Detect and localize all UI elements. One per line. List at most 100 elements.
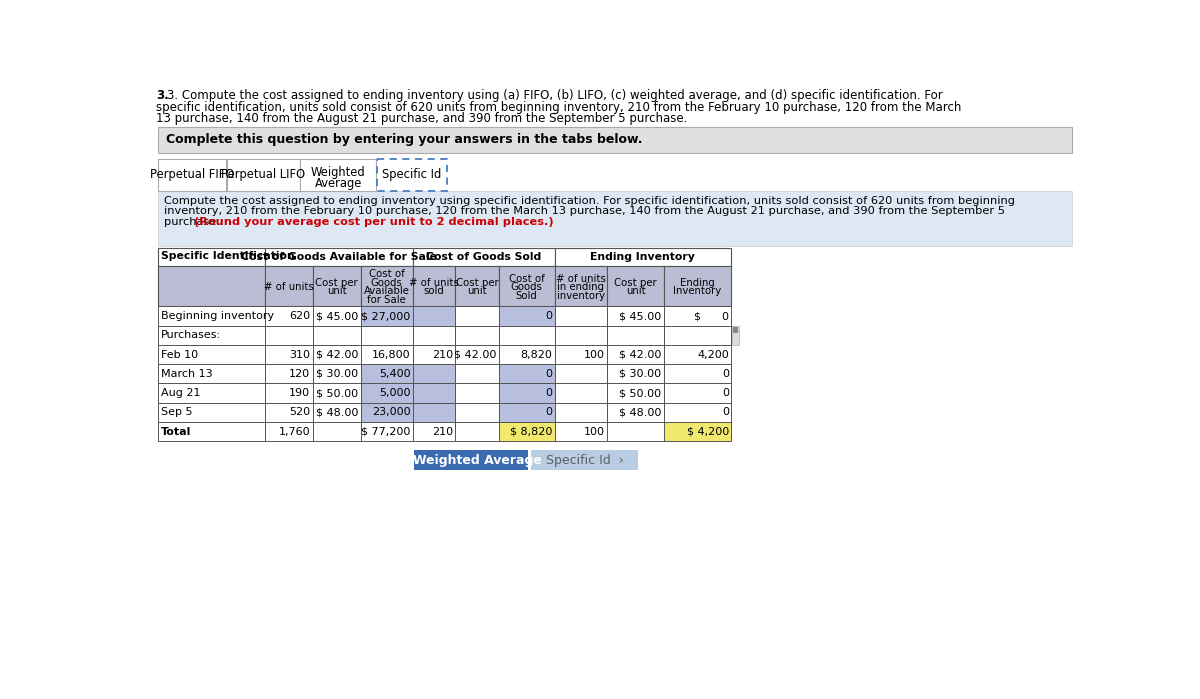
- Bar: [664, 306, 731, 326]
- Bar: [532, 450, 638, 470]
- Bar: [664, 345, 731, 364]
- Bar: [413, 266, 455, 306]
- Bar: [414, 450, 528, 470]
- Text: $ 30.00: $ 30.00: [619, 369, 661, 379]
- Bar: [554, 422, 607, 441]
- Bar: [664, 266, 731, 306]
- Text: sold: sold: [424, 287, 444, 296]
- Text: Beginning inventory: Beginning inventory: [161, 311, 274, 321]
- Bar: [554, 306, 607, 326]
- Bar: [313, 326, 361, 345]
- Text: Inventory: Inventory: [673, 287, 721, 296]
- Text: Complete this question by entering your answers in the tabs below.: Complete this question by entering your …: [166, 134, 642, 146]
- Bar: [455, 345, 499, 364]
- Bar: [361, 306, 413, 326]
- Text: $ 50.00: $ 50.00: [317, 388, 359, 398]
- Bar: [607, 345, 664, 364]
- Text: $ 45.00: $ 45.00: [317, 311, 359, 321]
- Text: Specific Identification: Specific Identification: [161, 251, 295, 261]
- Bar: [499, 364, 554, 384]
- Text: 0: 0: [722, 369, 728, 379]
- Text: in ending: in ending: [558, 282, 605, 292]
- Bar: [361, 364, 413, 384]
- Bar: [361, 422, 413, 441]
- Text: Perpetual FIFO: Perpetual FIFO: [150, 168, 234, 181]
- Bar: [313, 364, 361, 384]
- Bar: [554, 326, 607, 345]
- Text: 5,000: 5,000: [379, 388, 410, 398]
- Text: Compute the cost assigned to ending inventory using specific identification. For: Compute the cost assigned to ending inve…: [164, 196, 1015, 206]
- Text: ‹  Weighted Average: ‹ Weighted Average: [400, 454, 542, 467]
- Bar: [554, 384, 607, 403]
- Bar: [361, 266, 413, 306]
- Text: Cost of Goods Sold: Cost of Goods Sold: [426, 252, 541, 262]
- Text: purchase.: purchase.: [164, 217, 223, 227]
- Bar: [313, 384, 361, 403]
- Text: Purchases:: Purchases:: [161, 331, 221, 340]
- Bar: [499, 306, 554, 326]
- Bar: [607, 266, 664, 306]
- Bar: [413, 306, 455, 326]
- Bar: [265, 403, 313, 422]
- Text: Cost of Goods Available for Sale: Cost of Goods Available for Sale: [241, 252, 437, 262]
- Bar: [265, 422, 313, 441]
- Bar: [157, 364, 265, 384]
- Text: 0: 0: [722, 408, 728, 417]
- Bar: [554, 266, 607, 306]
- Bar: [499, 384, 554, 403]
- Text: March 13: March 13: [161, 369, 212, 379]
- Text: $ 77,200: $ 77,200: [361, 426, 410, 437]
- Text: 190: 190: [289, 388, 311, 398]
- Bar: [554, 345, 607, 364]
- Text: Perpetual LIFO: Perpetual LIFO: [221, 168, 305, 181]
- Bar: [499, 403, 554, 422]
- Bar: [265, 326, 313, 345]
- Text: unit: unit: [326, 287, 347, 296]
- Bar: [664, 326, 731, 345]
- Text: Specific Id: Specific Id: [383, 168, 442, 181]
- Text: inventory, 210 from the February 10 purchase, 120 from the March 13 purchase, 14: inventory, 210 from the February 10 purc…: [164, 206, 1004, 216]
- Text: $ 4,200: $ 4,200: [686, 426, 728, 437]
- Bar: [157, 306, 265, 326]
- Text: $ 42.00: $ 42.00: [619, 350, 661, 359]
- Bar: [313, 422, 361, 441]
- Text: $ 50.00: $ 50.00: [619, 388, 661, 398]
- Bar: [413, 248, 554, 266]
- Text: $ 45.00: $ 45.00: [619, 311, 661, 321]
- Bar: [664, 403, 731, 422]
- Bar: [607, 403, 664, 422]
- Bar: [313, 266, 361, 306]
- Bar: [607, 306, 664, 326]
- Bar: [265, 345, 313, 364]
- Bar: [554, 403, 607, 422]
- Bar: [455, 326, 499, 345]
- Bar: [554, 364, 607, 384]
- Text: unit: unit: [625, 287, 646, 296]
- Text: Weighted: Weighted: [311, 166, 366, 179]
- Text: Cost of: Cost of: [368, 269, 404, 280]
- Text: Cost of: Cost of: [509, 274, 545, 284]
- Text: # of units: # of units: [409, 278, 458, 288]
- Text: $      0: $ 0: [694, 311, 728, 321]
- Text: 4,200: 4,200: [697, 350, 728, 359]
- Text: 0: 0: [545, 369, 552, 379]
- Bar: [413, 345, 455, 364]
- Text: specific identification, units sold consist of 620 units from beginning inventor: specific identification, units sold cons…: [156, 101, 961, 114]
- Bar: [607, 364, 664, 384]
- Bar: [455, 306, 499, 326]
- Text: $ 8,820: $ 8,820: [510, 426, 552, 437]
- Bar: [455, 403, 499, 422]
- Text: Sep 5: Sep 5: [161, 408, 192, 417]
- Text: 3. Compute the cost assigned to ending inventory using (a) FIFO, (b) LIFO, (c) w: 3. Compute the cost assigned to ending i…: [167, 89, 943, 102]
- Text: 0: 0: [722, 388, 728, 398]
- Text: Aug 21: Aug 21: [161, 388, 200, 398]
- Bar: [265, 306, 313, 326]
- Bar: [499, 422, 554, 441]
- Text: $ 30.00: $ 30.00: [317, 369, 359, 379]
- Text: 520: 520: [289, 408, 311, 417]
- Bar: [157, 403, 265, 422]
- Bar: [732, 326, 739, 345]
- Bar: [157, 159, 226, 191]
- Text: 100: 100: [584, 350, 605, 359]
- Text: $ 42.00: $ 42.00: [316, 350, 359, 359]
